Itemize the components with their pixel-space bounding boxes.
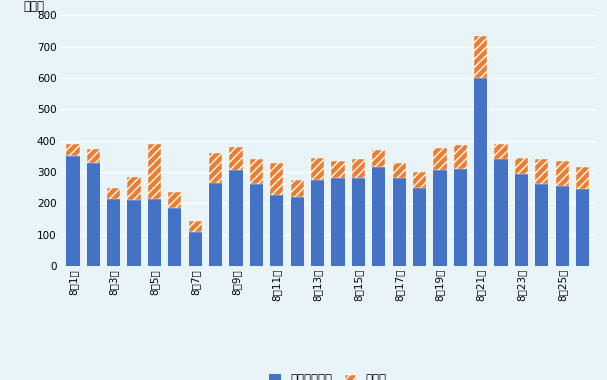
Bar [209,153,222,183]
Bar [495,144,507,160]
Bar [331,178,345,266]
Bar [331,161,345,178]
Bar [148,144,161,199]
Bar [189,231,202,266]
Bar [535,184,549,266]
Bar [127,177,141,200]
Bar [270,195,283,266]
Bar [413,188,426,266]
Bar [229,147,243,170]
Bar [413,172,426,188]
Bar [270,163,283,195]
Bar [250,160,263,184]
Bar [372,167,385,266]
Legend: ホーチミン市, その他: ホーチミン市, その他 [265,368,391,380]
Bar [250,184,263,266]
Bar [555,186,569,266]
Bar [87,149,100,163]
Bar [393,178,405,266]
Bar [291,180,304,197]
Bar [555,161,569,186]
Bar [189,220,202,231]
Bar [515,158,528,174]
Bar [453,145,467,169]
Bar [66,144,80,156]
Text: （人）: （人） [23,0,44,13]
Bar [474,36,487,78]
Bar [229,170,243,266]
Bar [148,199,161,266]
Bar [209,183,222,266]
Bar [87,163,100,266]
Bar [351,178,365,266]
Bar [433,170,447,266]
Bar [107,188,120,199]
Bar [535,160,549,184]
Bar [495,160,507,266]
Bar [433,149,447,170]
Bar [576,167,589,189]
Bar [66,156,80,266]
Bar [393,163,405,178]
Bar [474,78,487,266]
Bar [311,180,324,266]
Bar [372,150,385,167]
Bar [168,208,181,266]
Bar [515,174,528,266]
Bar [107,199,120,266]
Bar [453,169,467,266]
Bar [576,189,589,266]
Bar [127,200,141,266]
Bar [311,158,324,180]
Bar [168,192,181,208]
Bar [351,160,365,178]
Bar [291,197,304,266]
